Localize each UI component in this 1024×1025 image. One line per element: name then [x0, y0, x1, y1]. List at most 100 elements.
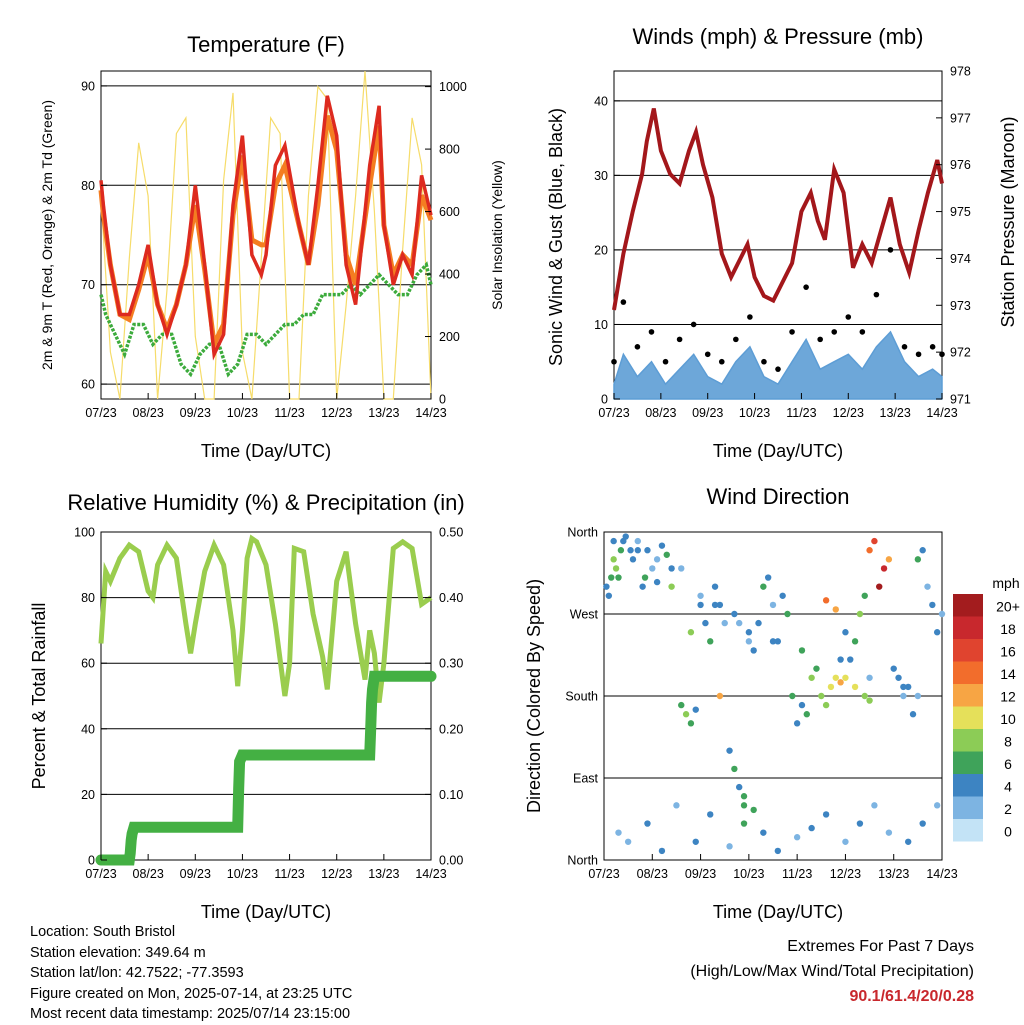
direction-point	[793, 834, 801, 841]
x-tick-label: 07/23	[85, 406, 116, 420]
direction-point	[885, 829, 893, 836]
direction-point	[745, 638, 753, 645]
direction-point	[692, 838, 699, 845]
y-tick-label: 80	[81, 591, 95, 605]
colorbar-swatch	[953, 661, 983, 684]
temperature-ylabel: 2m & 9m T (Red, Orange) & 2m Td (Green)	[39, 100, 55, 370]
extremes-block: Extremes For Past 7 Days (High/Low/Max W…	[690, 934, 974, 1009]
x-tick-label: 09/23	[180, 406, 211, 420]
y2-tick-label: 0.40	[439, 591, 463, 605]
y2-tick-label: 400	[439, 268, 460, 282]
direction-point	[827, 683, 835, 691]
direction-point	[871, 537, 878, 545]
direction-point	[629, 556, 637, 563]
x-tick-label: 07/23	[588, 867, 619, 881]
y-tick-label: 30	[594, 169, 608, 183]
direction-point	[687, 720, 695, 727]
direction-x-ticks: 07/23 08/23 09/23 10/23 11/23 12/23 13/23 14/23	[588, 854, 958, 881]
x-tick-label: 13/23	[878, 867, 909, 881]
x-tick-label: 09/23	[692, 406, 723, 420]
gust-point	[789, 329, 795, 335]
gust-point	[690, 321, 697, 328]
colorbar-level-label: 18	[1000, 621, 1016, 637]
colorbar-swatch	[953, 594, 983, 617]
direction-point	[784, 610, 791, 618]
y-tick-label: 40	[81, 722, 95, 736]
x-tick-label: 11/23	[274, 406, 304, 420]
direction-point	[876, 583, 883, 590]
y2-tick-label: 600	[439, 205, 460, 219]
colorbar-swatch	[953, 639, 983, 662]
direction-point	[658, 542, 666, 549]
y2-tick-label: 976	[950, 158, 971, 172]
colorbar-level-label: 12	[1000, 688, 1016, 704]
x-tick-label: 11/23	[274, 867, 304, 881]
panel-temperature: Temperature (F) 60 70 80 90 0 200 400 600 800 10…	[39, 32, 505, 461]
x-tick-label: 10/23	[227, 867, 258, 881]
series-total-rainfall	[95, 670, 437, 866]
x-tick-label: 12/23	[830, 867, 861, 881]
direction-point	[837, 656, 844, 663]
direction-title: Wind Direction	[706, 484, 849, 509]
direction-point	[678, 565, 685, 572]
direction-point	[842, 674, 849, 681]
latest-timestamp: Most recent data timestamp: 2025/07/14 2…	[30, 1006, 351, 1022]
colorbar-swatch	[953, 819, 983, 842]
x-tick-label: 14/23	[926, 867, 957, 881]
direction-point	[808, 824, 815, 832]
direction-point	[750, 806, 757, 814]
direction-point	[617, 547, 625, 554]
direction-point	[707, 811, 714, 818]
direction-point	[634, 547, 641, 554]
direction-xlabel: Time (Day/UTC)	[713, 902, 843, 922]
direction-ylabel: Direction (Colored By Speed)	[524, 579, 544, 813]
colorbar-label: mph	[992, 575, 1019, 591]
gust-point	[803, 284, 809, 290]
direction-point	[603, 583, 610, 590]
colorbar-level-label: 6	[1004, 756, 1012, 772]
x-tick-label: 14/23	[415, 867, 446, 881]
direction-point	[900, 683, 907, 691]
humidity-title: Relative Humidity (%) & Precipitation (i…	[67, 490, 464, 515]
y2-tick-label: 971	[950, 393, 971, 407]
direction-point	[736, 783, 743, 791]
direction-point	[750, 647, 757, 654]
colorbar-swatch	[953, 684, 983, 707]
direction-point	[634, 537, 641, 545]
gust-point	[704, 351, 711, 358]
direction-point	[692, 706, 699, 713]
direction-point	[856, 610, 864, 618]
station-info: Location: South Bristol Station elevatio…	[30, 922, 352, 1025]
x-tick-label: 09/23	[685, 867, 716, 881]
colorbar-swatch	[953, 774, 983, 797]
direction-point	[697, 601, 704, 609]
gust-point	[733, 336, 739, 343]
direction-point	[612, 565, 620, 572]
colorbar-swatch	[953, 729, 983, 752]
direction-point	[919, 820, 926, 827]
gust-point	[761, 358, 767, 365]
gust-point	[939, 351, 945, 358]
winds-grid	[614, 100, 942, 325]
winds-y2-ticks: 971 972 973 974 975 976 977 978	[936, 65, 971, 407]
direction-point	[813, 665, 820, 672]
direction-point	[822, 701, 830, 709]
x-tick-label: 13/23	[368, 406, 399, 420]
y-tick-label: 70	[81, 278, 95, 292]
direction-point	[610, 556, 617, 563]
series-temp-2m	[99, 95, 433, 361]
direction-point	[866, 697, 873, 704]
extremes-subtitle: (High/Low/Max Wind/Total Precipitation)	[690, 963, 974, 980]
temperature-xlabel: Time (Day/UTC)	[201, 441, 331, 461]
direction-point	[914, 556, 922, 563]
temperature-y2-ticks: 0 200 400 600 800 1000	[425, 80, 467, 407]
x-tick-label: 07/23	[85, 867, 116, 881]
direction-point	[774, 847, 782, 855]
station-location: Location: South Bristol	[30, 924, 176, 940]
direction-point	[615, 829, 622, 836]
direction-y-ticks: North East South West North	[565, 526, 610, 868]
y2-tick-label: 977	[950, 111, 971, 125]
direction-point	[624, 838, 632, 845]
colorbar-level-label: 2	[1004, 801, 1012, 817]
winds-y-ticks: 0 10 20 30 40	[594, 94, 620, 407]
